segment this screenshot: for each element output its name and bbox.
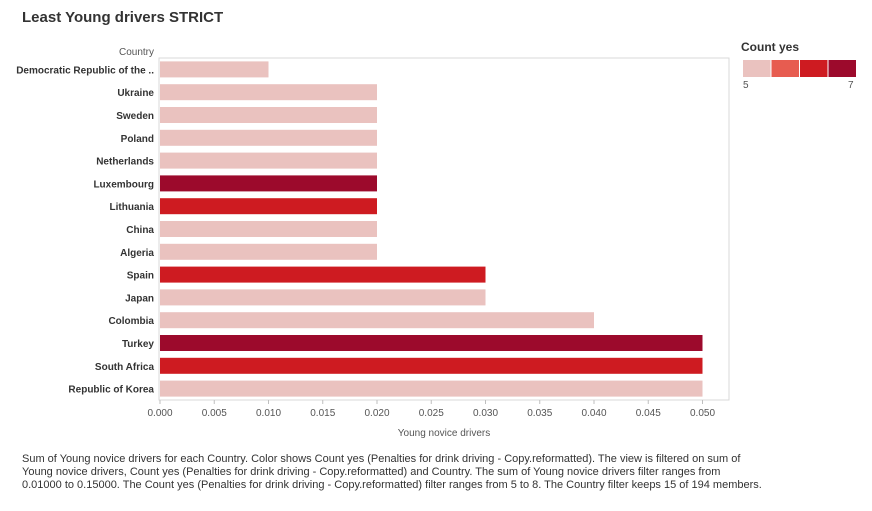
bar[interactable] — [160, 289, 486, 306]
legend-swatch — [800, 60, 828, 77]
bar[interactable] — [160, 380, 703, 397]
x-tick-label: 0.005 — [202, 408, 227, 419]
row-header-label: Country — [119, 47, 154, 58]
legend-swatch — [828, 60, 856, 77]
category-label: Spain — [127, 271, 154, 282]
legend-max-label: 7 — [848, 80, 854, 91]
bar[interactable] — [160, 175, 377, 192]
category-label: Sweden — [116, 111, 154, 122]
category-label: Ukraine — [117, 88, 154, 99]
x-tick-label: 0.045 — [636, 408, 661, 419]
bar[interactable] — [160, 198, 377, 215]
chart-caption: Sum of Young novice drivers for each Cou… — [22, 453, 762, 491]
category-label: Luxembourg — [93, 179, 154, 190]
category-label: South Africa — [95, 362, 155, 373]
bar[interactable] — [160, 335, 703, 351]
category-label: Algeria — [120, 248, 154, 259]
bar[interactable] — [160, 266, 486, 283]
bar[interactable] — [160, 357, 703, 374]
category-label: China — [126, 225, 154, 236]
legend-swatch — [771, 60, 799, 77]
category-label: Republic of Korea — [68, 385, 154, 396]
bar[interactable] — [160, 84, 377, 101]
bar[interactable] — [160, 152, 377, 169]
bar[interactable] — [160, 221, 377, 237]
color-legend — [743, 60, 856, 77]
category-label: Lithuania — [110, 202, 155, 213]
chart-title: Least Young drivers STRICT — [22, 9, 224, 26]
bar[interactable] — [160, 107, 377, 123]
x-tick-label: 0.050 — [690, 408, 715, 419]
bar[interactable] — [160, 129, 377, 146]
x-tick-label: 0.025 — [419, 408, 444, 419]
x-tick-label: 0.000 — [147, 408, 172, 419]
legend-swatch — [743, 60, 771, 77]
bar[interactable] — [160, 312, 594, 329]
x-tick-label: 0.010 — [256, 408, 281, 419]
legend-min-label: 5 — [743, 80, 749, 91]
x-tick-label: 0.035 — [527, 408, 552, 419]
x-tick-label: 0.040 — [581, 408, 606, 419]
legend-title: Count yes — [741, 40, 800, 54]
category-label: Turkey — [122, 339, 154, 350]
x-tick-label: 0.030 — [473, 408, 498, 419]
category-label: Poland — [121, 134, 154, 145]
category-label: Democratic Republic of the .. — [16, 65, 154, 76]
category-label: Netherlands — [96, 157, 154, 168]
category-label: Colombia — [108, 316, 154, 327]
plot-frame — [158, 57, 730, 401]
x-tick-label: 0.020 — [364, 408, 389, 419]
bar[interactable] — [160, 243, 377, 260]
x-tick-label: 0.015 — [310, 408, 335, 419]
x-axis-label: Young novice drivers — [398, 428, 490, 439]
bar[interactable] — [160, 61, 269, 78]
category-label: Japan — [125, 293, 154, 304]
